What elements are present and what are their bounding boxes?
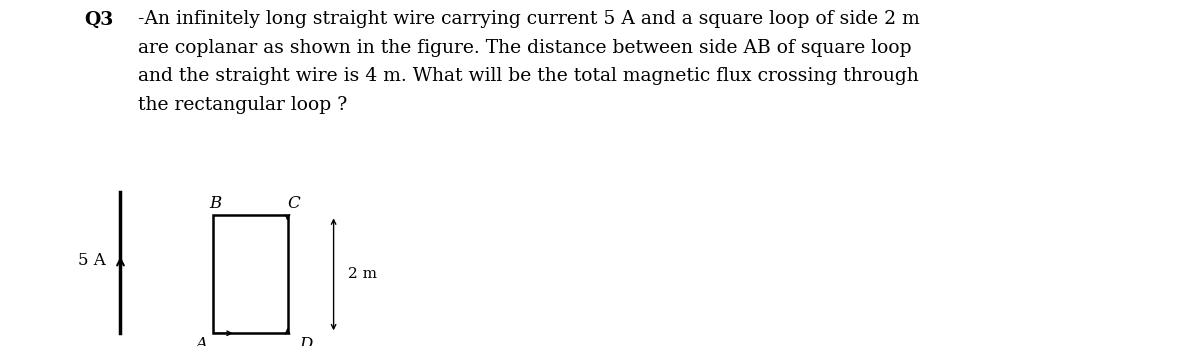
Text: Q3: Q3	[84, 10, 113, 28]
Bar	[212, 216, 288, 333]
Text: -An infinitely long straight wire carrying current 5 A and a square loop of side: -An infinitely long straight wire carryi…	[138, 10, 919, 114]
Text: 5 A: 5 A	[78, 252, 106, 268]
Text: D: D	[299, 336, 312, 346]
Text: C: C	[287, 194, 300, 211]
Text: 2 m: 2 m	[348, 267, 377, 281]
Text: A: A	[194, 336, 206, 346]
Text: B: B	[209, 194, 222, 211]
